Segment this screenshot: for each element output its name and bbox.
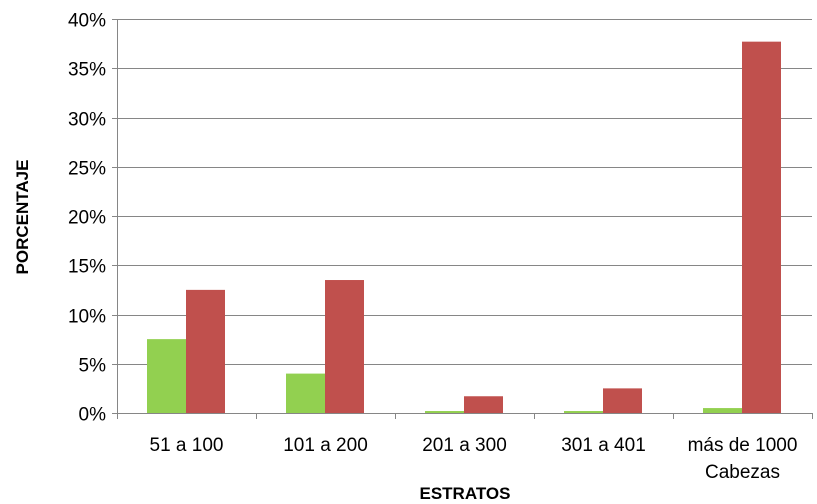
axes	[112, 19, 813, 419]
y-tick-label: 25%	[68, 159, 106, 180]
bar	[464, 396, 503, 413]
bar	[325, 280, 364, 413]
bar	[186, 289, 225, 413]
bar	[603, 388, 642, 413]
y-axis-title: PORCENTAJE	[13, 160, 32, 275]
y-tick-label: 35%	[68, 60, 106, 81]
y-tick-label: 30%	[68, 110, 106, 131]
bar	[425, 411, 464, 413]
x-tick-label: más de 1000	[688, 435, 798, 456]
bar	[564, 411, 603, 413]
x-tick-labels: 51 a 100 101 a 200 201 a 300 301 a 401 más d…	[150, 435, 798, 483]
y-tick-label: 40%	[68, 11, 106, 32]
bar	[147, 339, 186, 413]
x-axis-title: ESTRATOS	[420, 484, 511, 503]
x-tick-label: 101 a 200	[283, 435, 368, 456]
x-tick-label: 201 a 300	[422, 435, 507, 456]
y-tick-labels: 0% 5% 10% 15% 20% 25% 30% 35% 40%	[68, 11, 106, 426]
bar	[742, 41, 781, 413]
x-tick-label: 301 a 401	[561, 435, 646, 456]
x-tick-label: Cabezas	[705, 462, 780, 483]
x-tick-label: 51 a 100	[150, 435, 224, 456]
y-tick-label: 15%	[68, 257, 106, 278]
y-tick-label: 10%	[68, 307, 106, 328]
bar	[286, 373, 325, 413]
gridlines	[117, 19, 812, 365]
bars	[147, 41, 781, 413]
y-tick-label: 0%	[79, 405, 107, 426]
bar	[703, 408, 742, 413]
y-tick-label: 20%	[68, 208, 106, 229]
y-tick-label: 5%	[79, 356, 107, 377]
